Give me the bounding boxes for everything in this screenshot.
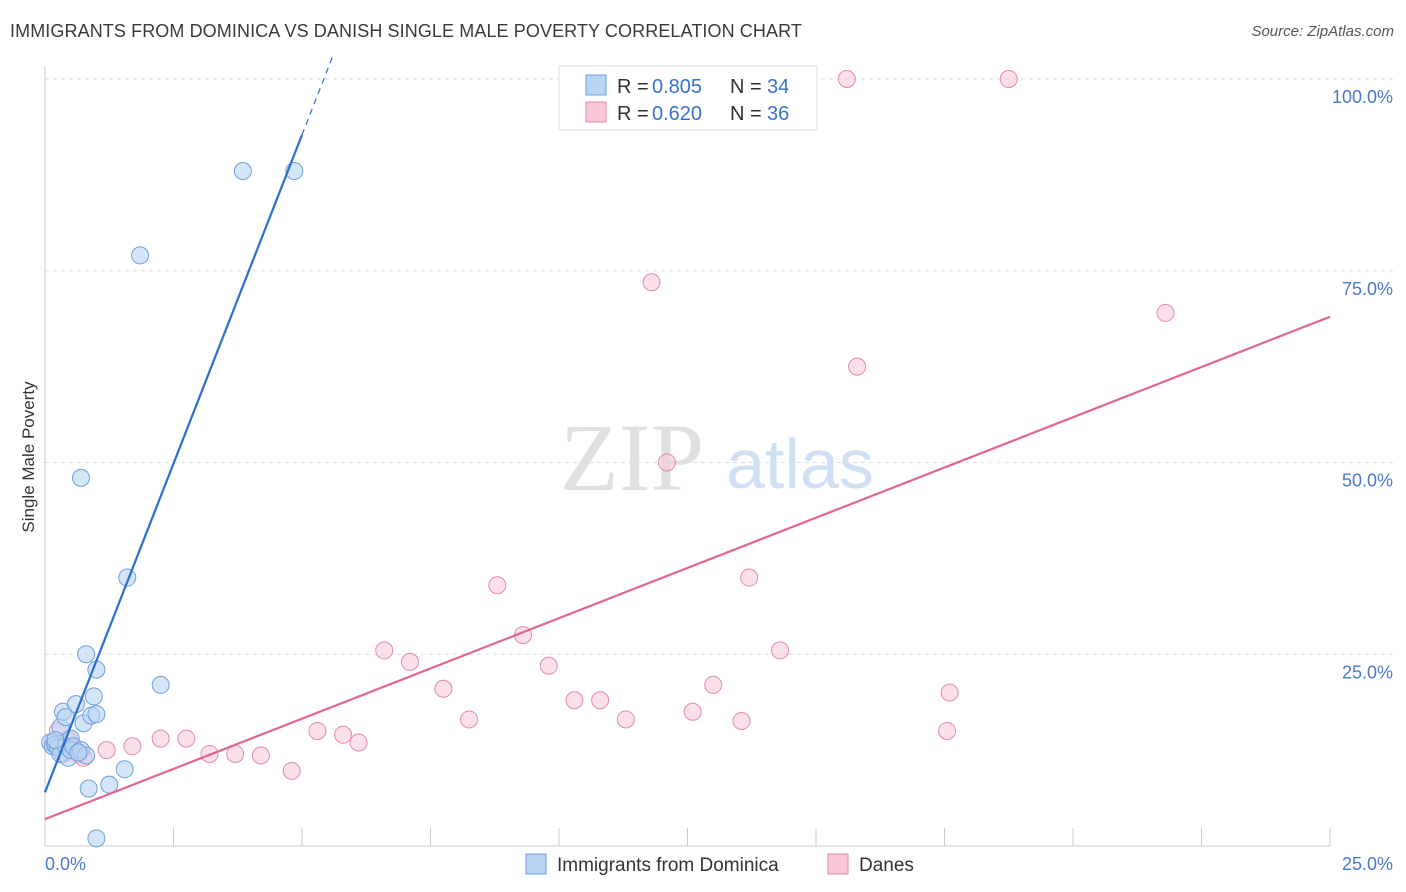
watermark-zip: ZIP bbox=[560, 404, 704, 511]
chart-title: IMMIGRANTS FROM DOMINICA VS DANISH SINGL… bbox=[10, 21, 802, 41]
danes-point-14 bbox=[282, 761, 301, 780]
legend-n-value-1: 34 bbox=[767, 76, 789, 98]
danes-point-26 bbox=[591, 691, 610, 710]
bottom-legend-swatch-blue bbox=[525, 853, 547, 875]
correlation-legend: R = 0.805 N = 34 R = 0.620 N = 36 bbox=[558, 65, 818, 131]
danes-point-20 bbox=[434, 679, 453, 698]
legend-n-label-2: N = bbox=[730, 103, 762, 125]
legend-r-label-2: R = bbox=[617, 103, 649, 125]
danes-point-38 bbox=[938, 721, 957, 740]
y-tick-label-3: 100.0% bbox=[1332, 87, 1393, 107]
y-axis-label: Single Male Poverty bbox=[19, 381, 38, 533]
danes-point-8 bbox=[123, 737, 142, 756]
y-tick-label-1: 50.0% bbox=[1342, 471, 1393, 491]
dominica-trend-extension bbox=[301, 55, 334, 136]
dominica-point-23 bbox=[87, 705, 106, 724]
y-tick-label-2: 75.0% bbox=[1342, 279, 1393, 299]
dominica-point-26 bbox=[115, 760, 134, 779]
dominica-point-18 bbox=[77, 645, 96, 664]
legend-swatch-pink bbox=[585, 101, 607, 123]
danes-trend-line bbox=[44, 315, 1331, 821]
y-tick-labels: 25.0% 50.0% 75.0% 100.0% bbox=[1332, 87, 1393, 682]
source-label: Source: ZipAtlas.com bbox=[1251, 23, 1394, 40]
dominica-point-15 bbox=[71, 468, 90, 487]
danes-point-13 bbox=[251, 746, 270, 765]
legend-r-label-1: R = bbox=[617, 76, 649, 98]
x-tick-labels: 0.0% 25.0% bbox=[45, 854, 1393, 874]
legend-n-label-1: N = bbox=[730, 76, 762, 98]
bottom-legend-swatch-pink bbox=[827, 853, 849, 875]
danes-point-9 bbox=[151, 729, 170, 748]
danes-point-33 bbox=[771, 641, 790, 660]
danes-point-27 bbox=[616, 710, 635, 729]
danes-point-16 bbox=[334, 725, 353, 744]
trend-lines bbox=[43, 55, 1331, 821]
danes-point-36 bbox=[848, 357, 867, 376]
danes-point-37 bbox=[940, 683, 959, 702]
danes-point-17 bbox=[349, 733, 368, 752]
dominica-point-30 bbox=[233, 162, 252, 181]
danes-point-7 bbox=[97, 741, 116, 760]
bottom-legend-label-2: Danes bbox=[859, 855, 914, 876]
dominica-points bbox=[41, 162, 304, 848]
x-tick-label-1: 25.0% bbox=[1342, 854, 1393, 874]
danes-point-40 bbox=[1156, 303, 1175, 322]
danes-point-25 bbox=[565, 691, 584, 710]
legend-n-value-2: 36 bbox=[767, 103, 789, 125]
danes-point-18 bbox=[375, 641, 394, 660]
watermark: ZIP atlas bbox=[560, 404, 874, 511]
dominica-point-24 bbox=[87, 829, 106, 848]
danes-point-35 bbox=[740, 568, 759, 587]
danes-point-21 bbox=[460, 710, 479, 729]
danes-point-31 bbox=[704, 675, 723, 694]
watermark-atlas: atlas bbox=[726, 425, 874, 503]
danes-point-32 bbox=[732, 711, 751, 730]
legend-swatch-blue bbox=[585, 74, 607, 96]
series-legend: Immigrants from Dominica Danes bbox=[525, 853, 914, 876]
legend-r-value-1: 0.805 bbox=[652, 76, 702, 98]
danes-point-19 bbox=[400, 652, 419, 671]
dominica-point-28 bbox=[131, 246, 150, 265]
bottom-legend-label-1: Immigrants from Dominica bbox=[557, 855, 779, 876]
legend-r-value-2: 0.620 bbox=[652, 103, 702, 125]
danes-point-28 bbox=[642, 273, 661, 292]
y-tick-label-0: 25.0% bbox=[1342, 662, 1393, 682]
danes-point-24 bbox=[539, 656, 558, 675]
dominica-trend-line bbox=[43, 134, 304, 793]
danes-point-30 bbox=[683, 702, 702, 721]
dominica-point-32 bbox=[46, 731, 65, 750]
dominica-point-21 bbox=[84, 687, 103, 706]
dominica-point-19 bbox=[79, 779, 98, 798]
danes-point-39 bbox=[999, 70, 1018, 88]
danes-point-10 bbox=[177, 729, 196, 748]
danes-point-29 bbox=[657, 453, 676, 472]
dominica-point-33 bbox=[69, 743, 88, 762]
axes bbox=[44, 66, 1331, 847]
dominica-point-29 bbox=[151, 675, 170, 694]
danes-point-22 bbox=[488, 576, 507, 595]
danes-point-15 bbox=[308, 721, 327, 740]
x-tick-label-0: 0.0% bbox=[45, 854, 86, 874]
danes-point-34 bbox=[837, 70, 856, 88]
